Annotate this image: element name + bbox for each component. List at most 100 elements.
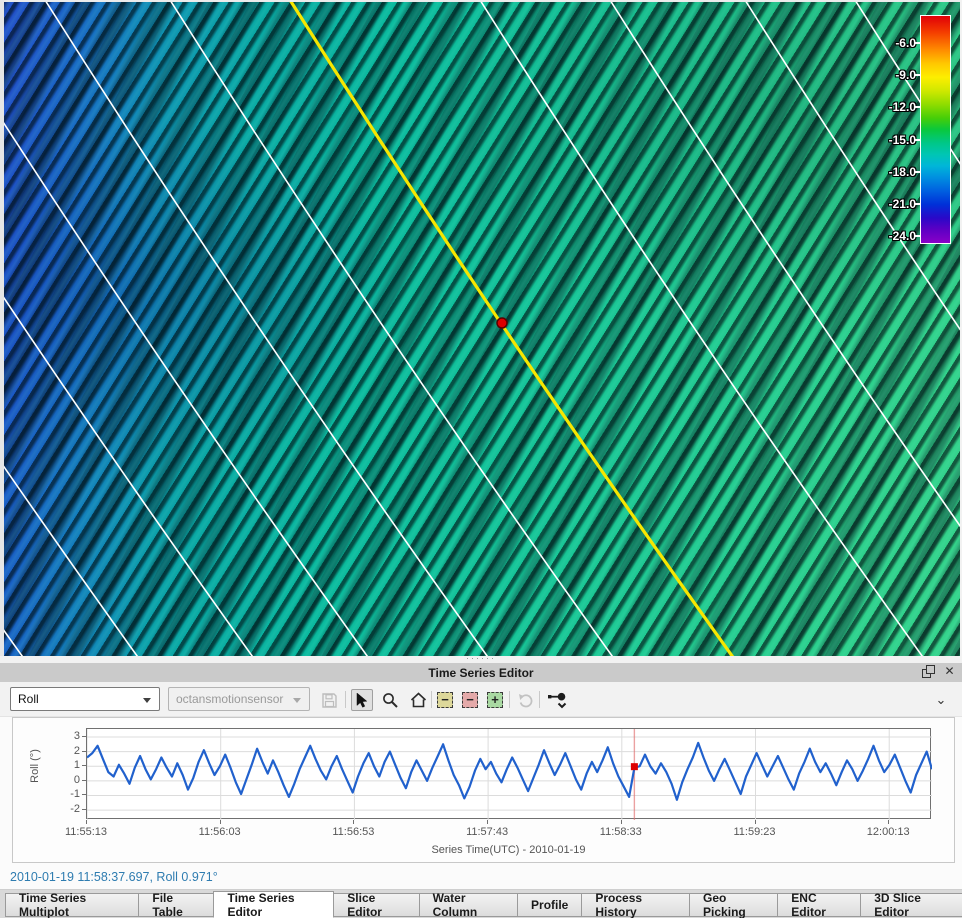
tab-time-series-multiplot[interactable]: Time Series Multiplot	[5, 891, 140, 918]
x-tick-mark	[487, 820, 489, 824]
x-tick-label: 11:58:33	[599, 826, 642, 838]
y-tick-label: 2	[73, 744, 80, 757]
roll-series-plot	[87, 729, 932, 820]
y-tick-mark	[82, 794, 86, 796]
tab-time-series-editor[interactable]: Time Series Editor	[213, 891, 335, 918]
minus-icon: −	[466, 692, 474, 707]
undo-arrow-icon	[518, 694, 532, 708]
cursor-arrow-icon	[356, 692, 367, 708]
y-tick-mark	[82, 809, 86, 811]
x-tick-mark	[888, 820, 890, 824]
floppy-disk-icon	[321, 692, 337, 708]
map-border-right	[960, 0, 962, 656]
home-view-button[interactable]	[407, 689, 429, 711]
colorbar-tick-label: -15.0	[888, 132, 916, 147]
x-tick-label: 11:55:13	[64, 826, 107, 838]
depth-contour-line	[479, 0, 924, 656]
flag-suspect-button[interactable]: −	[437, 692, 453, 708]
interpolate-tool-button[interactable]	[545, 689, 571, 711]
x-tick-mark	[219, 820, 221, 824]
y-tick-label: -2	[70, 803, 80, 816]
x-tick-label: 11:56:03	[198, 826, 241, 838]
tab-profile[interactable]: Profile	[517, 893, 583, 917]
colorbar-tick-label: -12.0	[888, 100, 916, 115]
time-series-chart: Roll (°) 3 2 1 0 -1 -2 11:55:13 11:56:03 11:56:…	[12, 717, 955, 863]
magnifier-icon	[382, 692, 398, 708]
depth-contour-line	[44, 0, 489, 656]
roll-series-line	[87, 741, 932, 801]
y-axis-title: Roll (°)	[29, 749, 41, 783]
map-border-left	[0, 0, 4, 656]
x-tick-label: 11:57:43	[466, 826, 509, 838]
tab-enc-editor[interactable]: ENC Editor	[777, 891, 862, 918]
x-tick-label: 12:00:13	[866, 826, 910, 838]
colorbar-tick-label: -6.0	[895, 36, 916, 50]
colorbar-tick-label: -9.0	[895, 68, 916, 83]
colorbar-tick-mark	[914, 170, 920, 173]
series-select[interactable]: Roll	[10, 687, 160, 711]
y-tick-mark	[82, 765, 86, 767]
chevron-down-icon: ⌄	[935, 692, 947, 707]
toolbar-collapse-button[interactable]: ⌄	[930, 689, 952, 711]
depth-contour-line	[854, 0, 962, 168]
panel-splitter-handle[interactable]: ······	[0, 653, 962, 663]
series-select-value: Roll	[18, 692, 39, 706]
status-bar: 2010-01-19 11:58:37.697, Roll 0.971°	[0, 864, 962, 889]
depth-contour-line	[609, 0, 962, 531]
tab-slice-editor[interactable]: Slice Editor	[333, 891, 420, 918]
tab-process-history[interactable]: Process History	[581, 891, 691, 918]
zoom-tool-button[interactable]	[379, 689, 401, 711]
x-axis-title: Series Time(UTC) - 2010-01-19	[431, 844, 586, 856]
interpolate-points-icon	[548, 692, 567, 709]
time-series-toolbar: Roll octansmotionsensor	[0, 682, 962, 717]
colorbar-tick-label: -21.0	[888, 197, 916, 211]
plot-area[interactable]	[86, 728, 932, 820]
toolbar-separator	[539, 691, 540, 708]
splitter-dots-icon: ······	[466, 653, 496, 663]
colorbar-tick-mark	[914, 138, 920, 141]
depth-contour-line	[0, 290, 254, 656]
colorbar-tick-mark	[914, 203, 920, 205]
flag-rejected-button[interactable]: −	[462, 692, 478, 708]
sensor-select[interactable]: octansmotionsensor	[168, 687, 310, 711]
chevron-down-icon	[143, 698, 151, 703]
undock-panel-icon[interactable]	[922, 665, 935, 678]
x-tick-mark	[353, 820, 355, 824]
select-tool-button[interactable]	[351, 689, 373, 711]
colorbar-tick-mark	[914, 74, 920, 77]
map-border-top	[0, 0, 962, 2]
flag-accepted-button[interactable]: +	[487, 692, 503, 708]
minus-icon: −	[441, 692, 449, 707]
colorbar-tick-mark	[914, 235, 920, 238]
selected-data-point-marker[interactable]	[630, 763, 638, 771]
map-overlay-layer	[0, 0, 962, 656]
y-tick-mark	[82, 750, 86, 752]
panel-title: Time Series Editor	[428, 665, 534, 680]
x-tick-mark	[754, 820, 756, 824]
x-tick-label: 11:59:23	[733, 826, 776, 838]
survey-track-line[interactable]	[288, 0, 735, 656]
close-panel-icon[interactable]: ✕	[944, 664, 955, 678]
plus-icon: +	[491, 692, 499, 707]
x-tick-label: 11:56:53	[332, 826, 375, 838]
x-tick-mark	[86, 820, 87, 824]
y-tick-label: 1	[73, 759, 80, 772]
tab-water-column[interactable]: Water Column	[418, 891, 519, 918]
toolbar-separator	[431, 691, 432, 708]
save-button[interactable]	[318, 689, 340, 711]
current-position-marker	[496, 317, 508, 329]
chevron-down-icon	[293, 698, 301, 703]
tab-geo-picking[interactable]: Geo Picking	[689, 891, 779, 918]
colorbar-tick-mark	[914, 42, 920, 44]
time-series-editor-titlebar: Time Series Editor ✕	[0, 663, 962, 682]
y-tick-label: 0	[73, 773, 80, 786]
tab-file-table[interactable]: File Table	[138, 891, 215, 918]
tab-3d-slice-editor[interactable]: 3D Slice Editor	[860, 891, 962, 918]
sensor-select-value: octansmotionsensor	[176, 692, 284, 706]
undo-button[interactable]	[514, 689, 536, 711]
bathymetry-map-view[interactable]: -6.0 -9.0 -12.0 -15.0 -18.0 -21.0 -24.0	[0, 0, 962, 656]
colorbar-tick-label: -24.0	[888, 229, 916, 244]
depth-contour-line	[169, 0, 614, 656]
colorbar-tick-mark	[914, 106, 920, 109]
